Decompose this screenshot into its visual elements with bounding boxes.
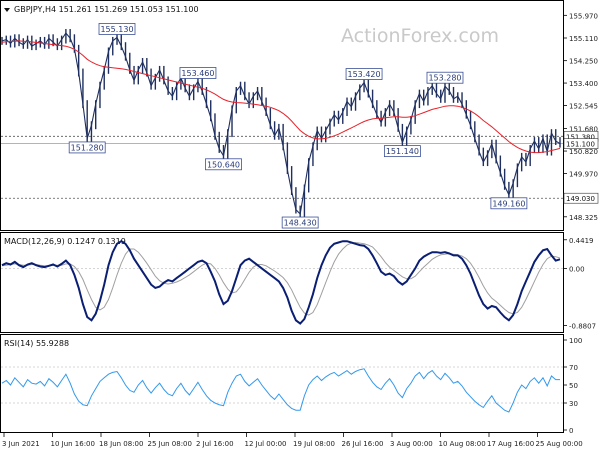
moving-average-line: [1, 40, 561, 154]
price-tag-label: 151.100: [566, 141, 595, 149]
main-y-tick-label: 151.680: [569, 125, 598, 133]
x-tick-label: 26 Jul 16:00: [342, 440, 384, 448]
x-tick-label: 25 Jun 08:00: [148, 440, 192, 448]
main-y-tick-label: 155.970: [569, 12, 598, 20]
macd-y-tick-label: 0.00: [569, 265, 585, 273]
annotation-box: [179, 67, 217, 79]
annotation-box: [345, 68, 383, 80]
main-y-axis: 155.970 155.110 154.250 153.400 152.545 151.6…: [563, 12, 599, 222]
annotation-label: 149.160: [492, 199, 525, 208]
annotation-6: 151.140: [383, 145, 421, 158]
annotation-label: 153.460: [181, 69, 214, 78]
rsi-y-axis: 100 70 50 30 0: [563, 337, 582, 435]
annotation-1: 151.280: [68, 141, 106, 154]
main-y-tick-label: 149.970: [569, 170, 598, 178]
level-tag-149030: 149.030: [563, 192, 599, 204]
annotation-box: [205, 158, 242, 171]
x-axis: 3 Jun 2021 10 Jun 16:00 18 Jun 08:00 25 Jun…: [2, 433, 583, 448]
macd-header: MACD(12,26,9) 0.1247 0.1319: [4, 237, 126, 246]
annotation-box: [426, 71, 464, 84]
x-tick-label: 12 Jul 00:00: [245, 440, 287, 448]
rsi-y-tick-label: 100: [569, 337, 582, 345]
annotation-box: [68, 141, 106, 154]
annotation-label: 155.130: [100, 25, 133, 34]
annotation-0: 155.130: [98, 23, 136, 35]
main-header: GBPJPY,H4 151.261 151.269 151.053 151.10…: [14, 5, 199, 14]
rsi-plot: [1, 366, 563, 413]
macd-y-tick-label: 0.4419: [569, 237, 594, 245]
rsi-line: [1, 368, 560, 413]
main-y-tick-label: 150.820: [569, 148, 598, 156]
x-tick-label: 18 Jun 08:00: [99, 440, 143, 448]
annotation-2: 153.460: [179, 67, 217, 79]
x-tick-label: 10 Aug 08:00: [439, 440, 486, 448]
annotation-label: 151.280: [71, 143, 104, 152]
annotation-box: [490, 197, 528, 210]
annotation-box: [98, 23, 136, 35]
annotation-label: 148.430: [284, 219, 317, 228]
annotation-label: 151.140: [386, 147, 419, 156]
main-plot: [1, 29, 561, 218]
x-tick-label: 3 Aug 00:00: [390, 440, 433, 448]
x-tick-label: 10 Jun 16:00: [51, 440, 95, 448]
main-y-tick-label: 154.250: [569, 58, 598, 66]
macd-plot: [1, 240, 563, 325]
annotation-box: [383, 145, 421, 158]
x-tick-label: 2 Jul 16:00: [196, 440, 234, 448]
price-tag-box: [563, 192, 599, 204]
rsi-y-tick-label: 70: [569, 364, 578, 372]
annotation-label: 150.640: [207, 160, 240, 169]
main-y-tick-label: 148.325: [569, 214, 598, 222]
macd-line: [1, 240, 561, 325]
price-line: [1, 32, 561, 216]
watermark: ActionForex.com: [341, 25, 499, 47]
main-panel: [0, 0, 564, 231]
macd-y-tick-label: -0.8807: [569, 323, 596, 331]
dropdown-icon[interactable]: [4, 8, 10, 12]
annotation-label: 153.420: [348, 70, 381, 79]
annotation-7: 153.280: [426, 71, 464, 84]
annotation-label: 153.280: [428, 74, 461, 83]
x-tick-label: 17 Aug 16:00: [487, 440, 534, 448]
rsi-y-tick-label: 50: [569, 382, 578, 390]
macd-y-axis: 0.4419 0.00 -0.8807: [563, 237, 596, 331]
annotation-4: 148.430: [281, 216, 319, 229]
macd-panel: [0, 232, 564, 333]
rsi-header: RSI(14) 55.9288: [4, 339, 69, 348]
main-y-tick-label: 155.110: [569, 35, 598, 43]
price-tag-box: [563, 138, 599, 149]
rsi-panel: [0, 334, 564, 433]
price-tag-label: 151.380: [566, 133, 595, 141]
annotation-8: 149.160: [490, 197, 528, 210]
x-tick-label: 19 Jul 08:00: [293, 440, 335, 448]
main-y-tick-label: 152.545: [569, 103, 598, 111]
annotation-5: 153.420: [345, 68, 383, 80]
main-y-tick-label: 153.400: [569, 80, 598, 88]
x-tick-label: 25 Aug 00:00: [536, 440, 583, 448]
current-price-tag: 151.100: [563, 138, 599, 149]
rsi-y-tick-label: 30: [569, 400, 578, 408]
annotation-box: [281, 216, 319, 229]
price-tag-label: 149.030: [566, 195, 595, 203]
price-annotations: 155.130 151.280 153.460 150.640 148.430 153.4…: [68, 23, 528, 229]
annotation-3: 150.640: [205, 158, 242, 171]
macd-signal-line: [1, 241, 561, 316]
x-tick-label: 3 Jun 2021: [2, 440, 40, 448]
rsi-y-tick-label: 0: [569, 427, 573, 435]
